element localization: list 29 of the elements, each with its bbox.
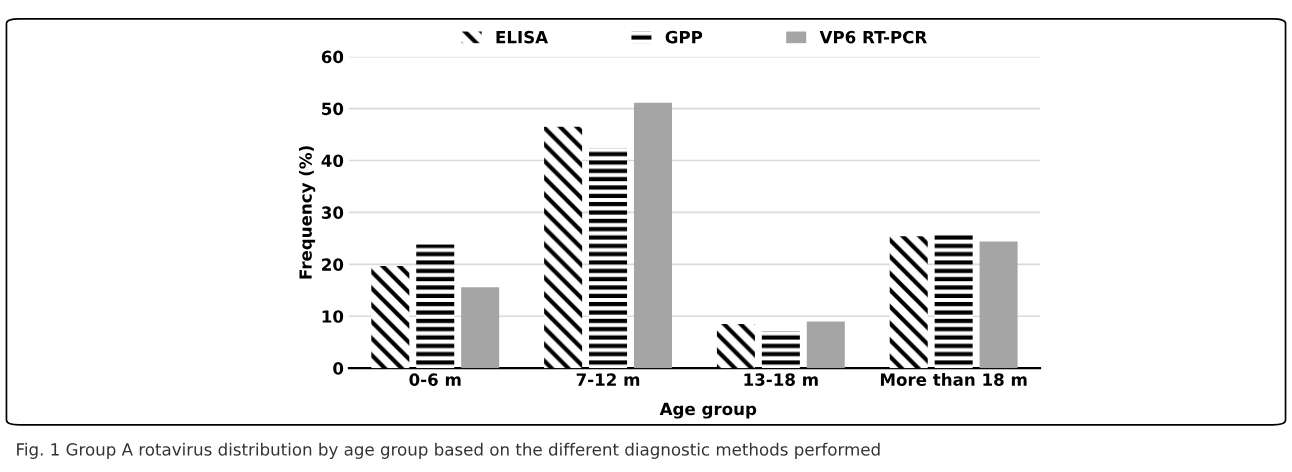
bar bbox=[461, 287, 500, 369]
y-tick-label: 60 bbox=[321, 50, 344, 64]
bar bbox=[716, 324, 755, 369]
bar bbox=[806, 321, 845, 369]
bar bbox=[416, 244, 455, 369]
y-axis-title: Frequency (%) bbox=[298, 146, 316, 279]
y-tick-label: 20 bbox=[322, 258, 344, 271]
y-tick-label: 30 bbox=[321, 206, 344, 219]
bar bbox=[761, 331, 800, 369]
x-tick-label: 13-18 m bbox=[744, 373, 818, 386]
bar bbox=[371, 265, 410, 369]
x-tick-label: 0-6 m bbox=[409, 373, 461, 386]
bar bbox=[889, 236, 928, 369]
bar bbox=[979, 241, 1018, 369]
bar bbox=[934, 234, 973, 369]
y-tick-label: 0 bbox=[333, 362, 344, 375]
legend-label: VP6 RT-PCR bbox=[819, 30, 927, 44]
bar bbox=[589, 148, 628, 369]
bar bbox=[633, 102, 672, 369]
bar bbox=[544, 126, 583, 369]
x-tick-label: 7-12 m bbox=[576, 373, 640, 386]
x-axis-title: Age group bbox=[659, 402, 757, 419]
x-tick-label: More than 18 m bbox=[880, 373, 1027, 386]
y-tick-label: 40 bbox=[321, 154, 344, 168]
legend-label: ELISA bbox=[496, 30, 549, 44]
caption: Fig. 1 Group A rotavirus distribution by age group based on the different diagnostic methods performed bbox=[17, 442, 880, 459]
y-tick-label: 10 bbox=[322, 310, 344, 323]
legend-label: GPP bbox=[665, 30, 703, 44]
y-tick-label: 50 bbox=[322, 102, 344, 116]
